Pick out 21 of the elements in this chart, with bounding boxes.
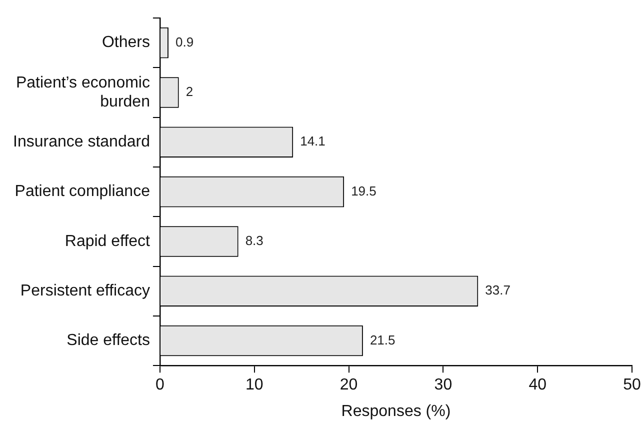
data-label: 33.7: [485, 282, 510, 298]
data-label: 14.1: [300, 134, 326, 149]
y-tick-label: Rapid effect: [64, 232, 151, 250]
data-label: 0.9: [175, 34, 194, 50]
data-label: 21.5: [370, 332, 396, 348]
data-label: 19.5: [351, 183, 376, 198]
data-label: 2: [186, 84, 194, 100]
y-tick-label: Persistent efficacy: [20, 282, 150, 300]
x-tick-label: 20: [340, 376, 358, 394]
y-tick-label: Patient’s economic burden: [16, 74, 150, 110]
x-tick-label: 10: [245, 376, 264, 394]
x-tick-label: 0: [156, 376, 165, 394]
x-axis-title: Responses (%): [341, 402, 451, 420]
x-tick-label: 50: [623, 376, 641, 394]
x-tick-label: 30: [434, 376, 452, 394]
y-tick-label: Others: [102, 34, 150, 52]
data-label: 8.3: [245, 233, 264, 248]
y-tick-label: Insurance standard: [12, 134, 150, 151]
y-tick-label: Patient compliance: [14, 183, 150, 200]
y-tick-label: Side effects: [66, 332, 150, 350]
x-tick-label: 40: [528, 376, 547, 394]
